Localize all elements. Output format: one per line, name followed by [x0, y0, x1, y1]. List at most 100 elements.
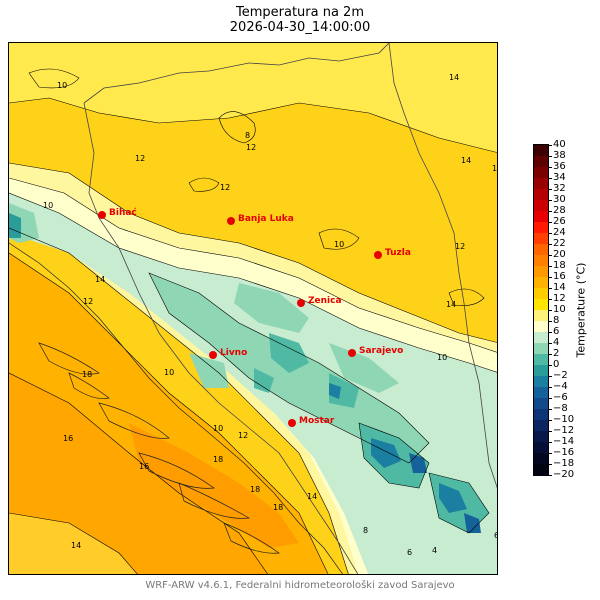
contour-label: 10	[43, 201, 54, 210]
contour-label: 10	[164, 368, 175, 377]
colorbar-tick-mark	[549, 332, 552, 333]
colorbar-tick-mark	[549, 211, 552, 212]
city-label: Livno	[220, 348, 248, 358]
colorbar-tick-label: −2	[553, 370, 568, 381]
city-dot	[374, 251, 382, 259]
contour-label: 18	[273, 503, 284, 512]
contour-label: 12	[220, 183, 231, 192]
colorbar-segment	[534, 167, 548, 179]
contour-label: 12	[246, 143, 257, 152]
colorbar-tick-label: 0	[553, 359, 560, 370]
contour-label: 8	[245, 131, 251, 140]
colorbar-segment	[534, 398, 548, 410]
colorbar-segment	[534, 156, 548, 168]
contour-label: 14	[95, 275, 106, 284]
colorbar-tick-label: 24	[553, 227, 566, 238]
colorbar-tick-label: −18	[553, 458, 575, 469]
colorbar-tick-label: 26	[553, 216, 566, 227]
colorbar-segment	[534, 343, 548, 355]
colorbar-tick-mark	[549, 453, 552, 454]
colorbar-tick-label: 20	[553, 249, 566, 260]
temperature-colorbar	[533, 144, 549, 476]
contour-label: 18	[213, 455, 224, 464]
colorbar-tick-label: −12	[553, 425, 575, 436]
colorbar-segment	[534, 178, 548, 190]
city-dot	[288, 419, 296, 427]
model-credit: WRF-ARW v4.6.1, Federalni hidrometeorolo…	[145, 580, 455, 591]
contour-label: 18	[82, 370, 93, 379]
colorbar-tick-label: −16	[553, 447, 575, 458]
contour-label: 12	[83, 297, 94, 306]
colorbar-tick-mark	[549, 343, 552, 344]
colorbar-tick-label: 10	[553, 304, 566, 315]
colorbar-tick-mark	[549, 145, 552, 146]
colorbar-segment	[534, 255, 548, 267]
contour-label: 4	[432, 546, 438, 555]
contour-label: 12	[455, 242, 466, 251]
colorbar-tick-mark	[549, 376, 552, 377]
city-label: Sarajevo	[359, 346, 404, 356]
colorbar-tick-label: 8	[553, 315, 560, 326]
colorbar-tick-label: 16	[553, 271, 566, 282]
colorbar-segment	[534, 365, 548, 377]
city-dot	[297, 299, 305, 307]
colorbar-tick-label: 6	[553, 326, 560, 337]
colorbar-tick-label: −6	[553, 392, 568, 403]
contour-label: 14	[71, 541, 82, 550]
colorbar-tick-mark	[549, 178, 552, 179]
colorbar-tick-mark	[549, 365, 552, 366]
colorbar-tick-mark	[549, 299, 552, 300]
colorbar-tick-mark	[549, 398, 552, 399]
colorbar-tick-mark	[549, 475, 552, 476]
colorbar-tick-mark	[549, 266, 552, 267]
contour-label: 10	[334, 240, 345, 249]
contour-label: 12	[238, 431, 249, 440]
colorbar-tick-mark	[549, 222, 552, 223]
city-label: Mostar	[299, 416, 335, 426]
colorbar-tick-mark	[549, 167, 552, 168]
contour-label: 18	[250, 485, 261, 494]
contour-label: 10	[213, 424, 224, 433]
colorbar-tick-mark	[549, 321, 552, 322]
temperature-map: 1410812121412121010121412141210181010121…	[8, 42, 498, 575]
colorbar-tick-mark	[549, 387, 552, 388]
colorbar-tick-mark	[549, 431, 552, 432]
contour-label: 16	[63, 434, 74, 443]
temperature-field	[9, 43, 497, 574]
colorbar-segment	[534, 288, 548, 300]
colorbar-tick-mark	[549, 464, 552, 465]
colorbar-label: Temperature (°C)	[574, 262, 588, 358]
colorbar-tick-label: 14	[553, 282, 566, 293]
colorbar-tick-mark	[549, 354, 552, 355]
colorbar-tick-label: 12	[553, 293, 566, 304]
colorbar-segment	[534, 299, 548, 311]
city-label: Zenica	[308, 296, 342, 306]
colorbar-tick-mark	[549, 409, 552, 410]
colorbar-tick-label: 22	[553, 238, 566, 249]
colorbar-segment	[534, 409, 548, 421]
city-dot	[227, 217, 235, 225]
contour-label: 6	[494, 531, 497, 540]
colorbar-tick-label: 40	[553, 139, 566, 150]
colorbar-segment	[534, 189, 548, 201]
colorbar-segment	[534, 420, 548, 432]
colorbar-tick-label: 4	[553, 337, 560, 348]
contour-label: 14	[449, 73, 460, 82]
contour-label: 14	[307, 492, 318, 501]
colorbar-tick-label: 32	[553, 183, 566, 194]
colorbar-tick-label: −20	[553, 469, 575, 480]
colorbar-tick-label: −14	[553, 436, 575, 447]
contour-label: 6	[407, 548, 413, 557]
colorbar-tick-label: 38	[553, 150, 566, 161]
city-dot	[348, 349, 356, 357]
colorbar-tick-label: 28	[553, 205, 566, 216]
colorbar-segment	[534, 222, 548, 234]
contour-label: 14	[461, 156, 472, 165]
contour-label: 8	[363, 526, 369, 535]
colorbar-segment	[534, 453, 548, 465]
colorbar-tick-mark	[549, 255, 552, 256]
colorbar-segment	[534, 332, 548, 344]
colorbar-tick-mark	[549, 310, 552, 311]
colorbar-segment	[534, 244, 548, 256]
colorbar-segment	[534, 277, 548, 289]
